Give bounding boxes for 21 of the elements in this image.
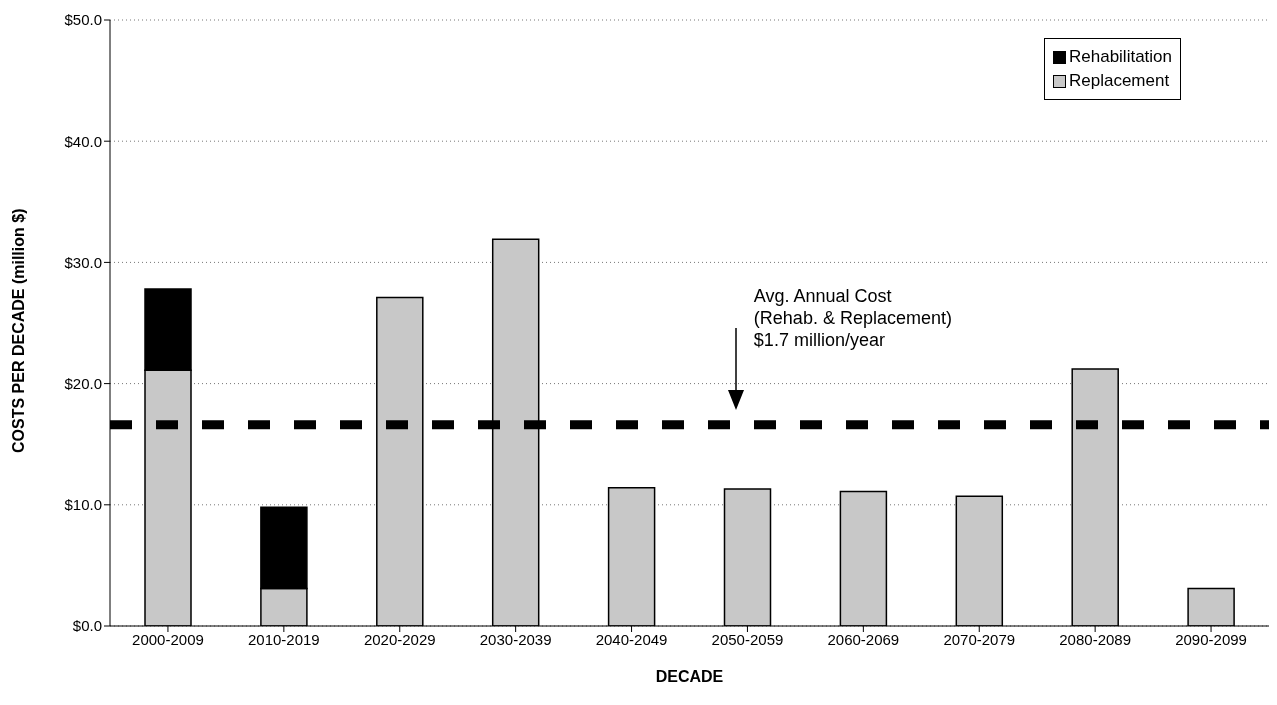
- x-tick-label: 2070-2079: [943, 630, 1016, 648]
- y-tick-label: $30.0: [64, 253, 102, 271]
- x-tick-label: 2060-2069: [827, 630, 900, 648]
- x-tick-label: 2080-2089: [1059, 630, 1132, 648]
- x-tick-label: 2050-2059: [711, 630, 784, 648]
- y-tick-label: $40.0: [64, 132, 102, 150]
- x-tick-label: 2090-2099: [1175, 630, 1247, 648]
- y-tick-label: $0.0: [72, 617, 102, 635]
- x-axis-title: DECADE: [655, 668, 724, 685]
- x-tick-label: 2040-2049: [595, 630, 668, 648]
- annotation: Avg. Annual Cost (Rehab. & Replacement) $1.7 million/year: [753, 284, 952, 351]
- y-tick-label: $10.0: [64, 496, 102, 514]
- x-tick-label: 2020-2029: [363, 630, 436, 648]
- y-tick-label: $20.0: [64, 374, 102, 392]
- x-tick-label: 2010-2019: [247, 630, 320, 648]
- x-tick-label: 2000-2009: [132, 630, 204, 648]
- x-tick-label: 2030-2039: [479, 630, 552, 648]
- legend-label: Replacement: [1068, 70, 1170, 92]
- legend-label: Rehabilitation: [1068, 46, 1172, 68]
- y-axis-title: COSTS PER DECADE (million $): [9, 208, 27, 453]
- y-tick-label: $50.0: [64, 11, 102, 29]
